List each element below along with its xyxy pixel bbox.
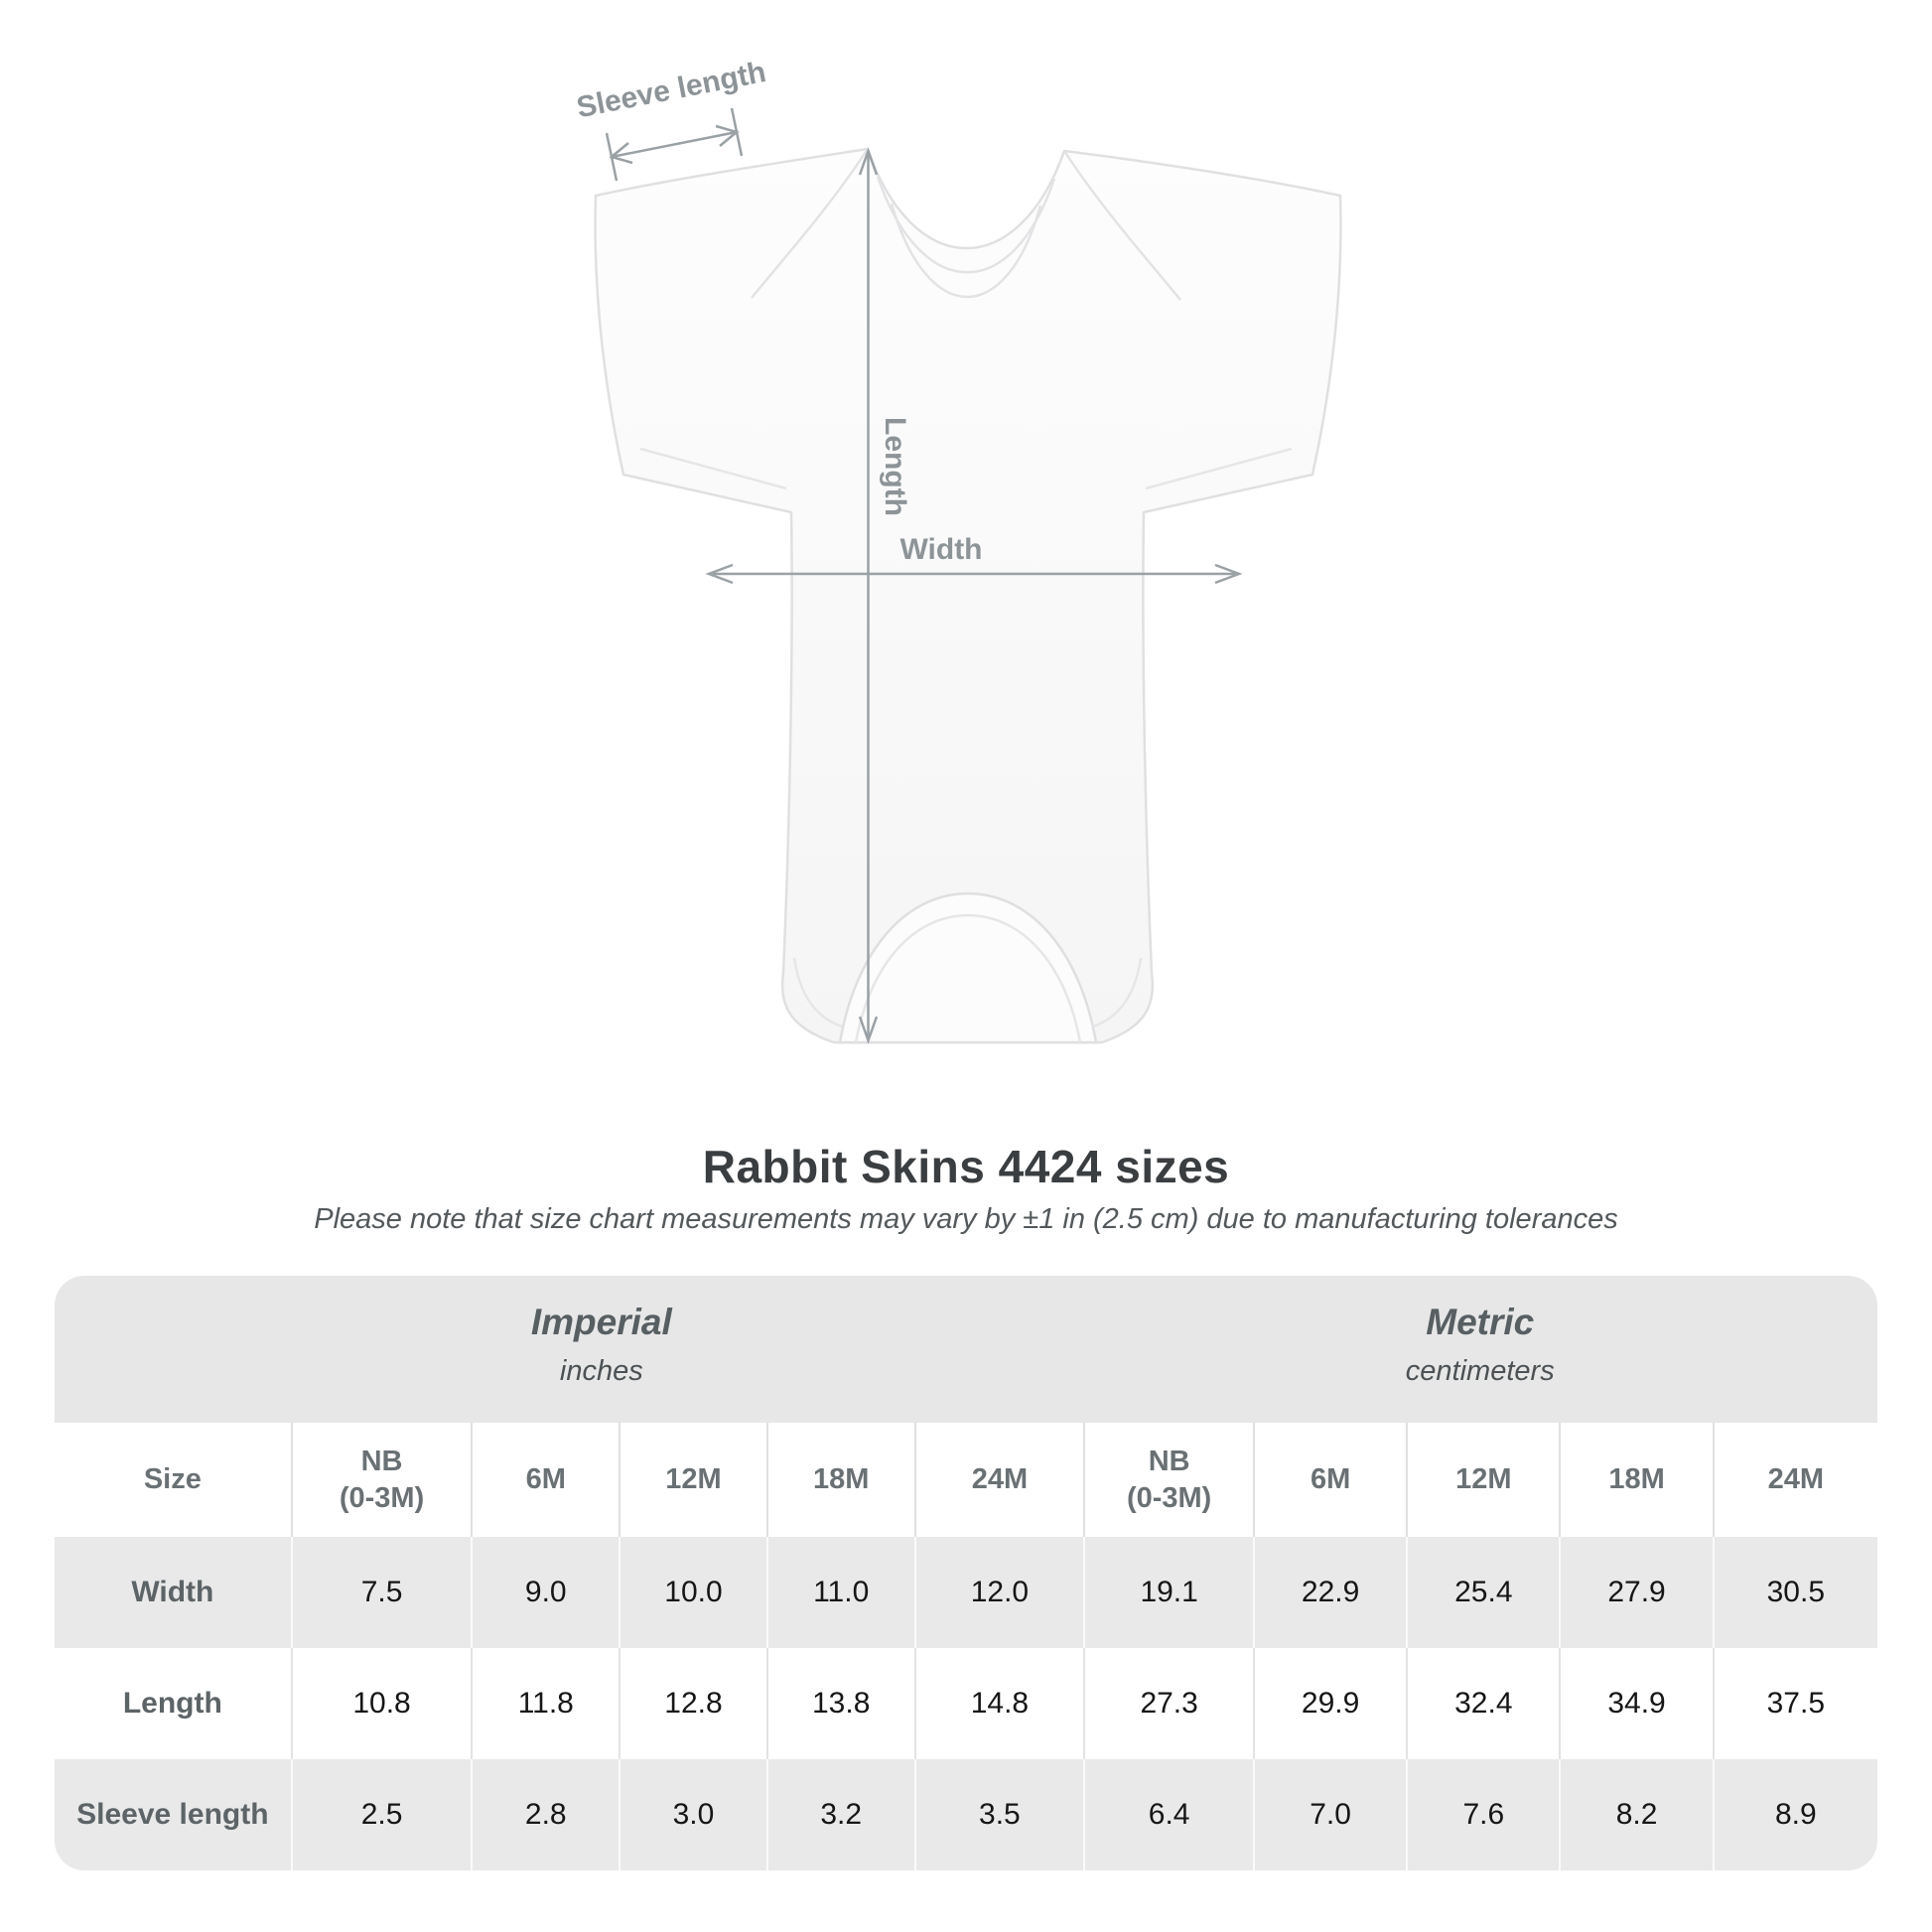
metric-unit-label: centimeters [1405, 1355, 1555, 1387]
bodysuit-measurement-diagram: Length Width Sleeve length [574, 56, 1342, 1044]
table-cell: 29.9 [1252, 1648, 1408, 1759]
table-cell: 8.2 [1559, 1759, 1714, 1870]
shoulder-fold-lines [751, 148, 1181, 301]
table-cell: 14.8 [913, 1648, 1085, 1759]
imperial-label: Imperial [530, 1302, 672, 1342]
collar-seam-lines [876, 176, 1056, 299]
table-cell: 13.8 [765, 1648, 915, 1759]
column-header: 18M [765, 1423, 915, 1537]
sleeve-cuff-seams [639, 447, 1293, 490]
column-header: 6M [471, 1423, 621, 1537]
table-cell: 27.9 [1559, 1537, 1714, 1648]
leg-binding-seams [792, 957, 1143, 1029]
table-cell: 2.5 [290, 1759, 473, 1870]
table-cell: 11.0 [765, 1537, 915, 1648]
metric-label: Metric [1426, 1302, 1535, 1342]
column-header: 12M [619, 1423, 767, 1537]
column-header: 12M [1406, 1423, 1561, 1537]
crotch-flap-shape [838, 892, 1098, 1044]
table-row-sleeve-length: Sleeve length 2.5 2.8 3.0 3.2 3.5 6.4 7.… [55, 1759, 1877, 1870]
length-arrow [858, 147, 879, 1044]
row-label: Length [122, 1687, 222, 1720]
table-cell: 6.4 [1083, 1759, 1254, 1870]
table-cell: 19.1 [1083, 1537, 1254, 1648]
table-row-length: Length 10.8 11.8 12.8 13.8 14.8 27.3 29.… [55, 1648, 1877, 1759]
width-arrow [705, 563, 1243, 585]
column-header: 24M [913, 1423, 1085, 1537]
table-cell: 7.5 [290, 1537, 473, 1648]
table-cell: 22.9 [1252, 1537, 1408, 1648]
column-header: 24M [1712, 1423, 1877, 1537]
table-cell: 9.0 [471, 1537, 621, 1648]
bodysuit-diagram-svg: Length Width Sleeve length [574, 56, 1342, 1044]
table-cell: 3.2 [765, 1759, 915, 1870]
size-column-header: Size [143, 1463, 202, 1496]
column-header: NB (0-3M) [1083, 1423, 1254, 1537]
sleeve-length-label: Sleeve length [574, 56, 768, 124]
sleeve-length-arrow [605, 107, 744, 182]
metric-header: Metric centimeters [1406, 1302, 1555, 1388]
column-header: 18M [1559, 1423, 1714, 1537]
table-cell: 10.0 [619, 1537, 767, 1648]
table-cell: 3.0 [619, 1759, 767, 1870]
tolerance-note: Please note that size chart measurements… [314, 1203, 1618, 1235]
table-cell: 12.8 [619, 1648, 767, 1759]
imperial-unit-label: inches [559, 1355, 643, 1387]
table-cell: 27.3 [1083, 1648, 1254, 1759]
table-cell: 34.9 [1559, 1648, 1714, 1759]
table-cell: 30.5 [1712, 1537, 1877, 1648]
table-row-width: Width 7.5 9.0 10.0 11.0 12.0 19.1 22.9 2… [55, 1537, 1877, 1648]
table-cell: 2.8 [471, 1759, 621, 1870]
table-cell: 11.8 [471, 1648, 621, 1759]
table-cell: 7.6 [1406, 1759, 1561, 1870]
table-cell: 8.9 [1712, 1759, 1877, 1870]
row-label: Sleeve length [76, 1798, 269, 1831]
table-cell: 10.8 [290, 1648, 473, 1759]
table-cell: 25.4 [1406, 1537, 1561, 1648]
onesie-illustration [594, 147, 1342, 1044]
imperial-header: Imperial inches [531, 1302, 672, 1388]
column-header: NB (0-3M) [290, 1423, 473, 1537]
row-label: Width [131, 1576, 214, 1608]
page-title: Rabbit Skins 4424 sizes [702, 1141, 1230, 1192]
table-cell: 3.5 [913, 1759, 1085, 1870]
unit-system-header-band: Imperial inches Metric centimeters [55, 1276, 1877, 1423]
table-cell: 12.0 [913, 1537, 1085, 1648]
column-header: 6M [1252, 1423, 1408, 1537]
width-label: Width [899, 533, 982, 566]
onesie-body-shape [594, 147, 1342, 1044]
column-header-row: Size NB (0-3M) 6M 12M 18M 24M NB (0-3M) 6M… [55, 1423, 1877, 1537]
table-cell: 7.0 [1252, 1759, 1408, 1870]
measurements-table: Size NB (0-3M) 6M 12M 18M 24M NB (0-3M) 6M… [55, 1423, 1877, 1870]
length-label: Length [879, 417, 911, 516]
table-cell: 32.4 [1406, 1648, 1561, 1759]
size-chart-table: Imperial inches Metric centimeters Size … [55, 1276, 1877, 1870]
crotch-flap-binding-seam [854, 913, 1082, 1043]
table-cell: 37.5 [1712, 1648, 1877, 1759]
